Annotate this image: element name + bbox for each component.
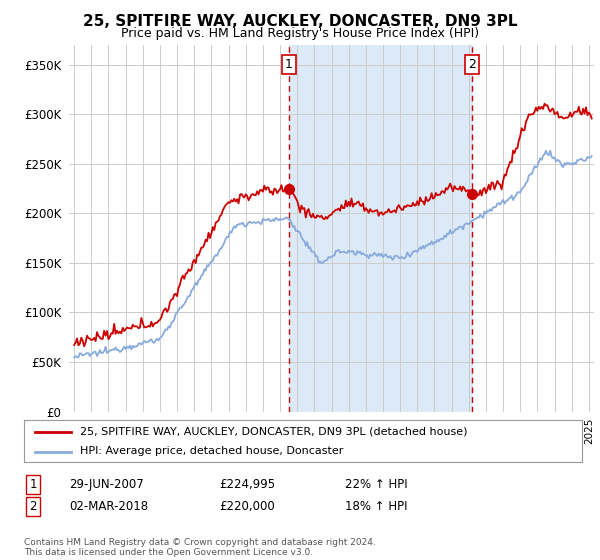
Text: Contains HM Land Registry data © Crown copyright and database right 2024.
This d: Contains HM Land Registry data © Crown c… bbox=[24, 538, 376, 557]
Text: £224,995: £224,995 bbox=[219, 478, 275, 491]
Text: 25, SPITFIRE WAY, AUCKLEY, DONCASTER, DN9 3PL: 25, SPITFIRE WAY, AUCKLEY, DONCASTER, DN… bbox=[83, 14, 517, 29]
Text: £220,000: £220,000 bbox=[219, 500, 275, 514]
Text: Price paid vs. HM Land Registry's House Price Index (HPI): Price paid vs. HM Land Registry's House … bbox=[121, 27, 479, 40]
Text: 18% ↑ HPI: 18% ↑ HPI bbox=[345, 500, 407, 514]
Text: 25, SPITFIRE WAY, AUCKLEY, DONCASTER, DN9 3PL (detached house): 25, SPITFIRE WAY, AUCKLEY, DONCASTER, DN… bbox=[80, 427, 467, 437]
Text: 29-JUN-2007: 29-JUN-2007 bbox=[69, 478, 144, 491]
Text: 1: 1 bbox=[284, 58, 293, 71]
Bar bbox=[289, 45, 472, 412]
Text: 2: 2 bbox=[468, 58, 476, 71]
Text: HPI: Average price, detached house, Doncaster: HPI: Average price, detached house, Donc… bbox=[80, 446, 343, 456]
Text: 02-MAR-2018: 02-MAR-2018 bbox=[69, 500, 148, 514]
Text: 1: 1 bbox=[29, 478, 37, 491]
Text: 22% ↑ HPI: 22% ↑ HPI bbox=[345, 478, 407, 491]
Text: 2: 2 bbox=[29, 500, 37, 514]
